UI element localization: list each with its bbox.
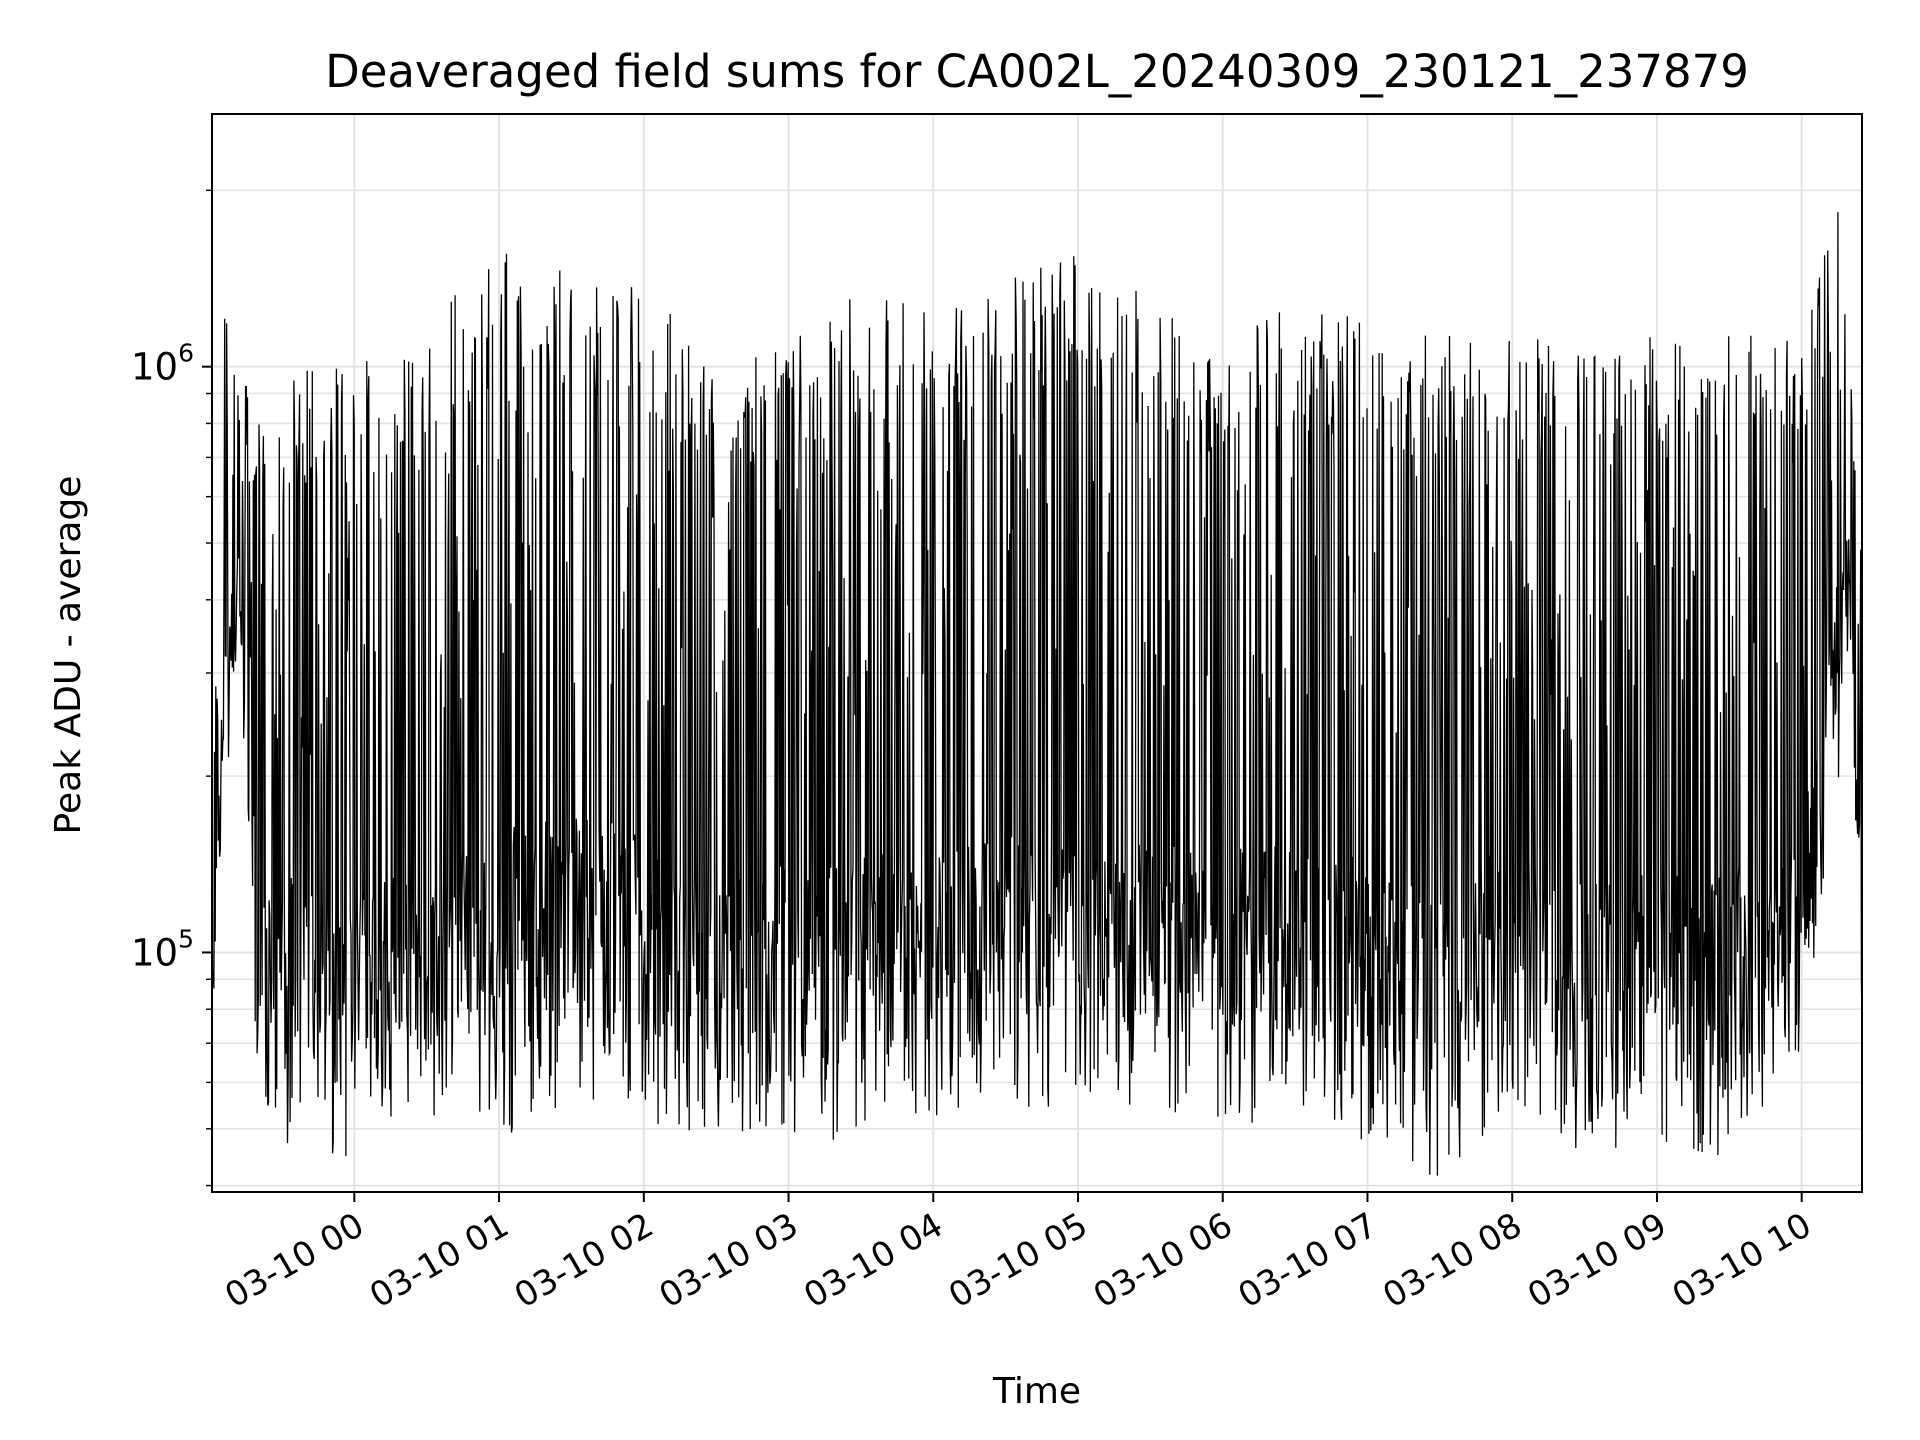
tick-marks bbox=[202, 189, 1803, 1202]
series-layer bbox=[211, 212, 1863, 1176]
y-tick-base: 10 bbox=[131, 931, 178, 974]
series-line bbox=[211, 212, 1863, 1176]
y-tick-exponent: 5 bbox=[178, 924, 194, 953]
chart-title: Deaveraged field sums for CA002L_2024030… bbox=[325, 45, 1749, 98]
y-tick-exponent: 6 bbox=[178, 339, 194, 368]
y-tick-label: 105 bbox=[131, 924, 194, 974]
y-tick-base: 10 bbox=[131, 346, 178, 389]
y-axis-label: Peak ADU - average bbox=[48, 476, 89, 835]
y-tick-label: 106 bbox=[131, 339, 194, 389]
plot-frame bbox=[211, 113, 1863, 1193]
x-axis-label: Time bbox=[992, 1371, 1081, 1412]
